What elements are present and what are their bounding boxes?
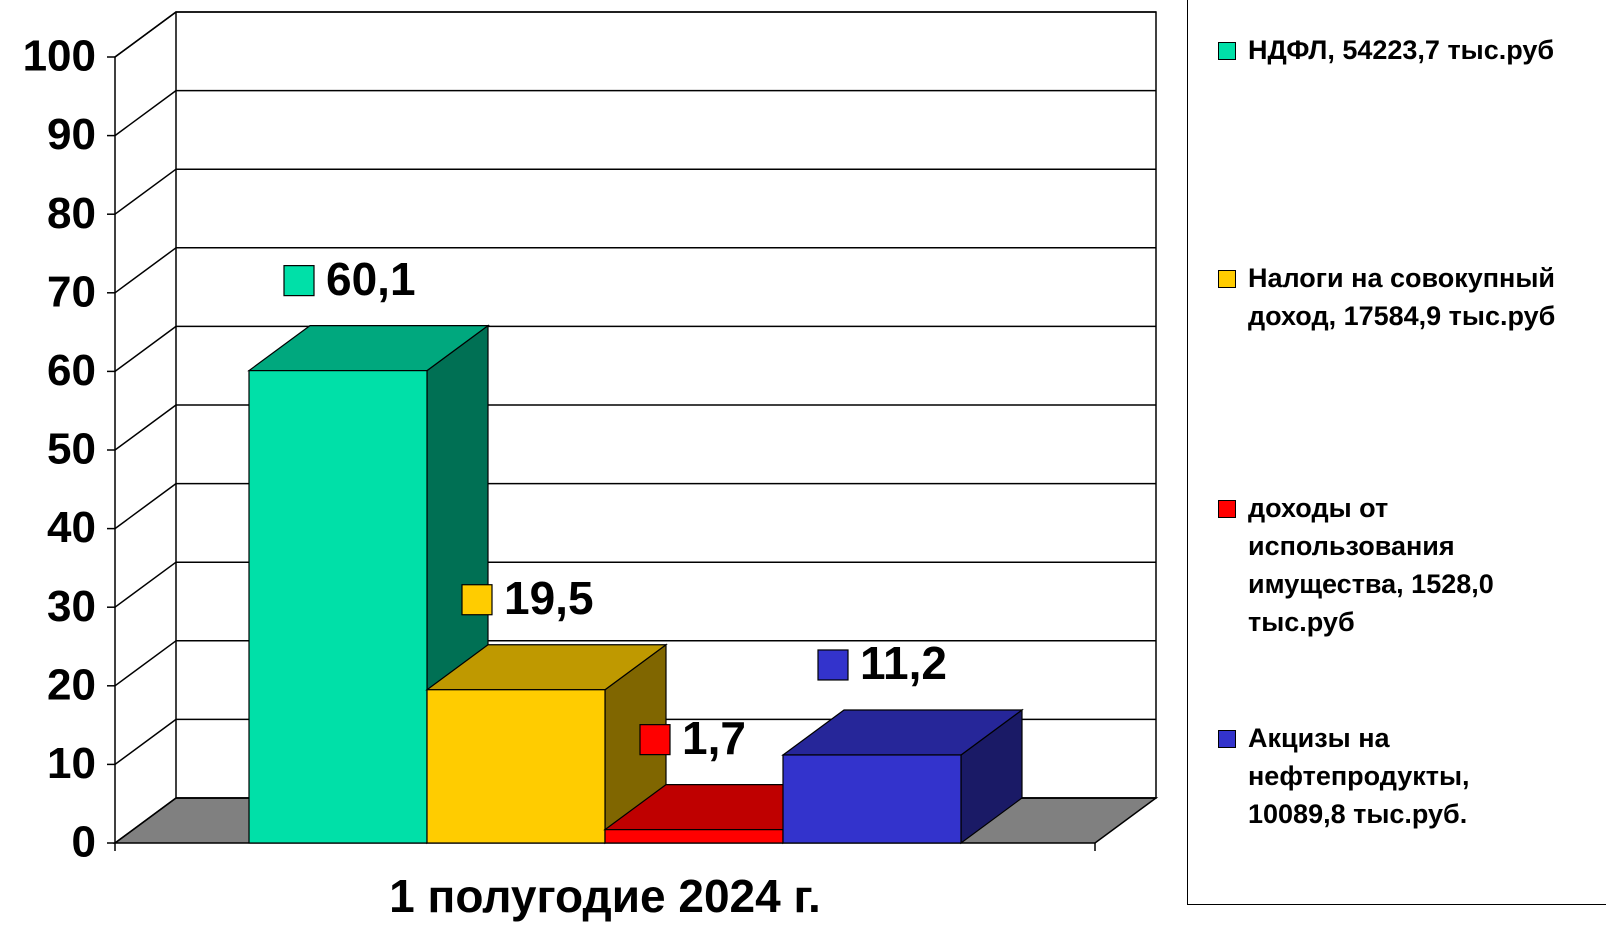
- grid-line-side: [114, 168, 177, 215]
- chart: 1 полугодие 2024 г. 0 10 20 30 40 50 60 70 80 90 1…: [23, 11, 1159, 922]
- y-tick-label: 0: [72, 818, 96, 867]
- bar: [782, 754, 962, 844]
- y-tick-label: 90: [47, 110, 96, 159]
- legend-entry: Налоги на совокупный доход, 17584,9 тыс.…: [1218, 259, 1568, 335]
- x-category-label: 1 полугодие 2024 г.: [389, 870, 821, 922]
- legend-entry: НДФЛ, 54223,7 тыс.руб: [1218, 31, 1568, 69]
- value-label-key: [461, 584, 493, 616]
- grid-line-side: [114, 797, 177, 844]
- legend-label: Налоги на совокупный доход, 17584,9 тыс.…: [1248, 263, 1556, 331]
- value-label-key: [817, 649, 849, 681]
- legend-label: доходы от использования имущества, 1528,…: [1248, 493, 1494, 637]
- grid-line-side: [114, 718, 177, 766]
- grid-line-side: [114, 11, 177, 58]
- value-label: 19,5: [504, 572, 594, 624]
- legend: НДФЛ, 54223,7 тыс.руб Налоги на совокупны…: [1187, 0, 1606, 905]
- legend-label: НДФЛ, 54223,7 тыс.руб: [1248, 35, 1555, 65]
- legend-entry: Акцизы на нефтепродукты, 10089,8 тыс.руб…: [1218, 719, 1568, 833]
- legend-entry: доходы от использования имущества, 1528,…: [1218, 489, 1568, 641]
- legend-swatch: [1218, 730, 1236, 748]
- grid-line-side: [114, 247, 177, 294]
- grid-line-side: [114, 561, 177, 608]
- grid-line-side: [114, 482, 177, 530]
- y-tick-label: 20: [47, 660, 96, 709]
- y-tick-label: 50: [47, 425, 96, 474]
- grid-line-side: [114, 404, 177, 451]
- y-tick-label: 40: [47, 503, 96, 552]
- y-tick-label: 70: [47, 267, 96, 316]
- value-label-key: [639, 724, 671, 756]
- legend-swatch: [1218, 500, 1236, 518]
- legend-swatch: [1218, 42, 1236, 60]
- value-label-key: [283, 265, 315, 297]
- y-tick-label: 10: [47, 739, 96, 788]
- y-tick-label: 80: [47, 189, 96, 238]
- legend-swatch: [1218, 270, 1236, 288]
- bar: [426, 689, 606, 844]
- value-label: 11,2: [860, 637, 947, 689]
- legend-label: Акцизы на нефтепродукты, 10089,8 тыс.руб…: [1248, 723, 1470, 829]
- bar: [248, 370, 428, 844]
- grid-line-side: [114, 89, 177, 137]
- y-tick-label: 60: [47, 346, 96, 395]
- grid-line-side: [114, 325, 177, 373]
- grid-line-side: [114, 640, 177, 687]
- value-label: 1,7: [682, 712, 746, 764]
- value-label: 60,1: [326, 253, 416, 305]
- y-tick-label: 100: [23, 32, 96, 81]
- bar: [604, 829, 784, 844]
- y-tick-label: 30: [47, 582, 96, 631]
